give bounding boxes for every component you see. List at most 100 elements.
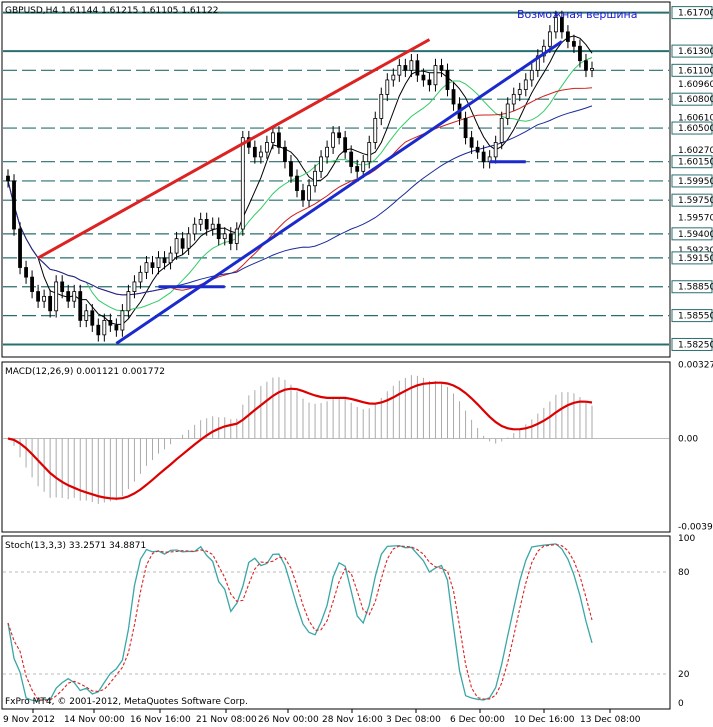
candle-body — [174, 238, 179, 254]
candle-body — [144, 262, 149, 273]
candle-body — [523, 79, 528, 90]
candle-body — [240, 137, 245, 230]
price-axis-label: 1.58850 — [678, 283, 713, 293]
candle-body — [252, 146, 257, 158]
candle-body — [307, 185, 311, 201]
price-label-box — [671, 44, 713, 58]
candle-body — [511, 93, 516, 105]
candle-body — [289, 161, 293, 177]
candle-body — [162, 257, 167, 264]
candle-body — [391, 74, 396, 81]
stoch-label: Stoch(13,3,3) 33.2571 34.8871 — [5, 541, 146, 551]
candle-body — [277, 132, 281, 148]
price-label-box — [671, 92, 713, 106]
candle-body — [84, 310, 89, 321]
red-channel-line — [37, 38, 431, 260]
candle-body — [361, 161, 366, 172]
candle-body — [36, 291, 41, 302]
candle-body — [445, 69, 450, 90]
time-axis-label: 16 Nov 16:00 — [130, 715, 191, 725]
candle-body — [367, 142, 372, 163]
candle-body — [325, 146, 329, 158]
candle-body — [96, 324, 101, 336]
copyright-label: FxPro MT4, © 2001-2012, MetaQuotes Softw… — [5, 697, 248, 707]
stoch-panel — [1, 535, 671, 710]
candle-body — [6, 175, 10, 182]
candle-body — [156, 257, 161, 268]
annotation-label: Возможная вершина — [517, 8, 638, 21]
price-axis-label: 1.59150 — [678, 254, 713, 264]
price-axis-label: 1.60610 — [678, 113, 713, 123]
time-axis-label: 14 Nov 00:00 — [64, 715, 125, 725]
blue-trend-line — [115, 40, 563, 345]
candle-body — [264, 142, 269, 153]
candle-body — [421, 74, 426, 81]
candle-body — [559, 17, 564, 33]
price-axis-label: 1.61700 — [678, 9, 713, 19]
price-axis-label: 1.60270 — [678, 146, 713, 156]
candle-body — [234, 228, 239, 244]
candle-body — [505, 103, 510, 119]
candle-body — [433, 65, 438, 86]
price-axis-label: 1.59230 — [678, 246, 713, 256]
candle-body — [517, 89, 522, 95]
stoch-k-line — [7, 543, 593, 702]
candle-body — [132, 281, 137, 292]
candle-body — [90, 310, 95, 326]
candle-body — [108, 320, 113, 326]
candle-body — [30, 276, 34, 292]
candle-body — [535, 55, 540, 71]
price-label-box — [671, 193, 713, 207]
candle-body — [499, 118, 504, 143]
candle-body — [572, 41, 576, 47]
time-axis-label: 6 Dec 00:00 — [450, 715, 505, 725]
candle-body — [114, 324, 119, 331]
candle-body — [584, 60, 588, 71]
stoch-d-line — [7, 543, 593, 701]
candle-body — [343, 137, 348, 153]
price-label-box — [671, 6, 713, 20]
candle-body — [566, 31, 570, 42]
candle-body — [283, 146, 287, 163]
candle-body — [18, 228, 22, 268]
macd-signal-line — [7, 381, 593, 500]
price-label-box — [671, 309, 713, 323]
candle-body — [204, 219, 209, 230]
candle-body — [355, 166, 360, 172]
candle-body — [192, 223, 197, 235]
ma-green-line — [7, 57, 593, 312]
time-axis-label: 3 Dec 08:00 — [386, 715, 441, 725]
candle-body — [295, 175, 299, 191]
price-label-box — [671, 174, 713, 188]
stoch-axis-label: 80 — [678, 568, 690, 578]
candle-body — [578, 45, 582, 62]
candle-body — [319, 156, 323, 172]
candle-body — [271, 132, 275, 143]
stoch-axis-label: 20 — [678, 670, 690, 680]
price-axis-label: 1.59570 — [678, 213, 713, 223]
price-axis-label: 1.58550 — [678, 312, 713, 322]
symbol-header: GBPUSD,H4 1.61144 1.61215 1.61105 1.6112… — [5, 6, 218, 16]
candle-body — [439, 65, 444, 71]
candle-body — [451, 89, 456, 105]
time-axis-label: 28 Nov 16:00 — [322, 715, 383, 725]
candle-body — [590, 68, 594, 71]
price-label-box — [671, 63, 713, 77]
candle-body — [397, 65, 402, 76]
candle-body — [331, 132, 336, 148]
candle-body — [463, 118, 468, 139]
candle-body — [126, 291, 131, 312]
candle-body — [379, 93, 384, 119]
price-axis-label: 1.60800 — [678, 95, 713, 105]
candle-body — [529, 69, 534, 81]
macd-axis-label: 0.00 — [678, 434, 698, 444]
candle-body — [301, 190, 305, 201]
price-label-box — [671, 155, 713, 169]
candle-body — [72, 291, 77, 302]
price-axis-label: 1.58250 — [678, 340, 713, 350]
price-axis-label: 1.59950 — [678, 177, 713, 187]
candle-body — [222, 233, 227, 240]
candle-body — [180, 238, 185, 249]
